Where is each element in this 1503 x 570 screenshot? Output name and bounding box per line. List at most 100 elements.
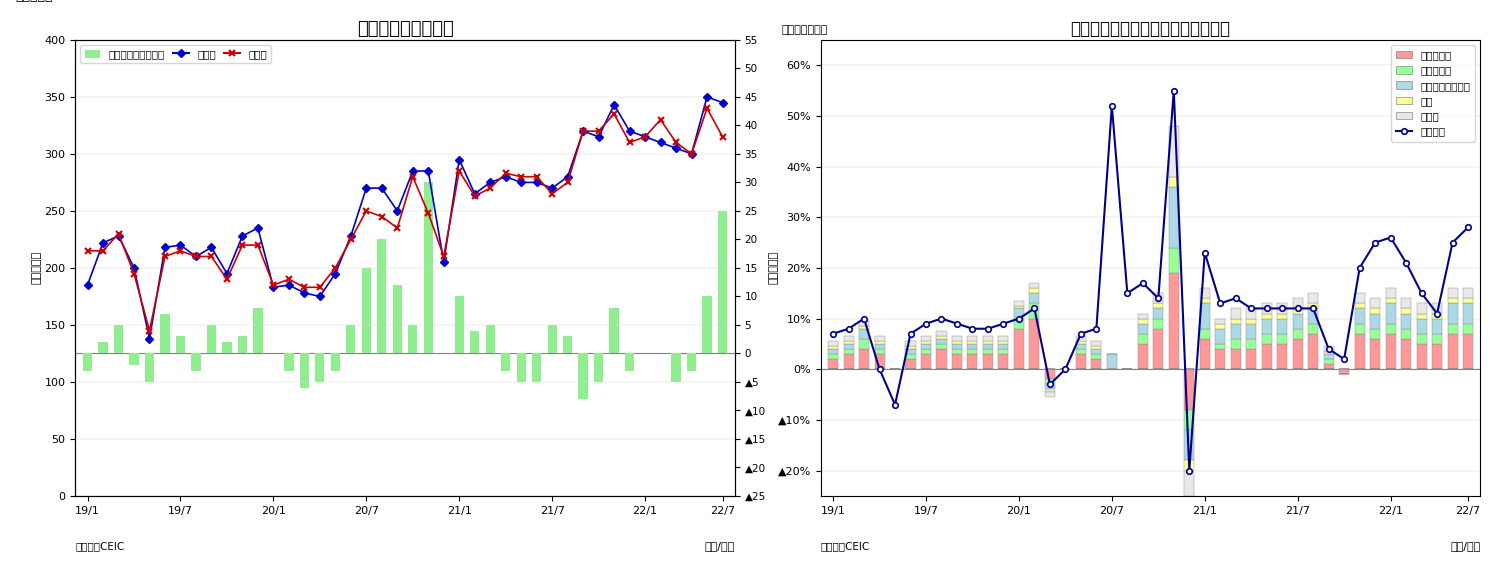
Bar	[1447, 303, 1458, 324]
Bar	[905, 359, 915, 369]
Bar	[1106, 354, 1117, 369]
Bar	[1293, 329, 1303, 339]
Bar	[579, 353, 588, 399]
Bar	[998, 354, 1009, 369]
Bar	[672, 353, 681, 382]
Bar	[362, 268, 371, 353]
Bar	[409, 325, 418, 353]
Bar	[921, 341, 930, 344]
Bar	[1447, 288, 1458, 298]
Bar	[828, 341, 839, 347]
Bar	[564, 336, 573, 353]
Bar	[1091, 349, 1102, 354]
Bar	[860, 321, 869, 326]
Bar	[983, 341, 993, 344]
Bar	[951, 354, 962, 369]
Bar	[222, 342, 231, 353]
Bar	[316, 353, 325, 382]
Bar	[1293, 308, 1303, 314]
Y-axis label: （億ドル）: （億ドル）	[32, 251, 42, 284]
Bar	[983, 349, 993, 354]
Bar	[828, 349, 839, 354]
Bar	[1199, 329, 1210, 339]
Bar	[1246, 308, 1257, 319]
Bar	[1261, 344, 1272, 369]
Bar	[1184, 410, 1195, 430]
Bar	[1278, 314, 1287, 319]
Bar	[237, 336, 246, 353]
Bar	[98, 342, 108, 353]
Bar	[1278, 344, 1287, 369]
Bar	[83, 353, 92, 370]
Bar	[921, 336, 930, 341]
Bar	[843, 354, 854, 369]
Bar	[1462, 288, 1473, 298]
Bar	[905, 347, 915, 349]
Bar	[1246, 339, 1257, 349]
Bar	[207, 325, 216, 353]
Bar	[1354, 324, 1365, 334]
Bar	[860, 329, 869, 339]
Bar	[392, 285, 401, 353]
Bar	[1371, 298, 1380, 308]
Bar	[191, 353, 200, 370]
Bar	[1045, 392, 1055, 397]
Bar	[500, 353, 511, 370]
Bar	[1076, 354, 1085, 369]
Bar	[1231, 319, 1241, 324]
Bar	[470, 331, 479, 353]
Bar	[1199, 298, 1210, 303]
Bar	[718, 211, 727, 353]
Bar	[1278, 334, 1287, 344]
Bar	[1169, 177, 1178, 187]
Bar	[1432, 334, 1441, 344]
Bar	[1184, 471, 1195, 496]
Bar	[1447, 324, 1458, 334]
Bar	[1447, 334, 1458, 369]
Bar	[1371, 314, 1380, 329]
Bar	[1261, 334, 1272, 344]
Bar	[1138, 314, 1148, 319]
Bar	[1324, 364, 1333, 369]
Bar	[936, 344, 947, 349]
Bar	[875, 341, 885, 344]
Bar	[1432, 314, 1441, 319]
Bar	[1231, 339, 1241, 349]
Text: （前年同月比）: （前年同月比）	[782, 25, 828, 35]
Bar	[1153, 303, 1163, 308]
Bar	[1091, 347, 1102, 349]
Bar	[1231, 308, 1241, 319]
Bar	[1462, 324, 1473, 334]
Bar	[998, 336, 1009, 341]
Bar	[1261, 319, 1272, 334]
Bar	[254, 308, 263, 353]
Bar	[1339, 369, 1350, 374]
Bar	[1184, 430, 1195, 461]
Bar	[1169, 247, 1178, 273]
Bar	[1386, 303, 1396, 324]
Bar	[968, 344, 977, 349]
Bar	[843, 349, 854, 354]
Bar	[1401, 308, 1411, 314]
Bar	[968, 341, 977, 344]
Bar	[905, 354, 915, 359]
Bar	[1091, 354, 1102, 359]
Bar	[625, 353, 634, 370]
Bar	[1138, 324, 1148, 334]
Bar	[1076, 341, 1085, 344]
Bar	[1030, 293, 1040, 303]
Bar	[843, 341, 854, 344]
Bar	[129, 353, 138, 365]
Bar	[1015, 301, 1024, 306]
Bar	[331, 353, 340, 370]
Bar	[346, 325, 356, 353]
Bar	[1138, 344, 1148, 369]
Bar	[1354, 303, 1365, 308]
Bar	[1169, 187, 1178, 247]
Bar	[951, 336, 962, 341]
Bar	[983, 336, 993, 341]
Bar	[144, 353, 155, 382]
Bar	[1324, 354, 1333, 359]
Bar	[983, 354, 993, 369]
Text: （資料）CEIC: （資料）CEIC	[75, 542, 125, 552]
